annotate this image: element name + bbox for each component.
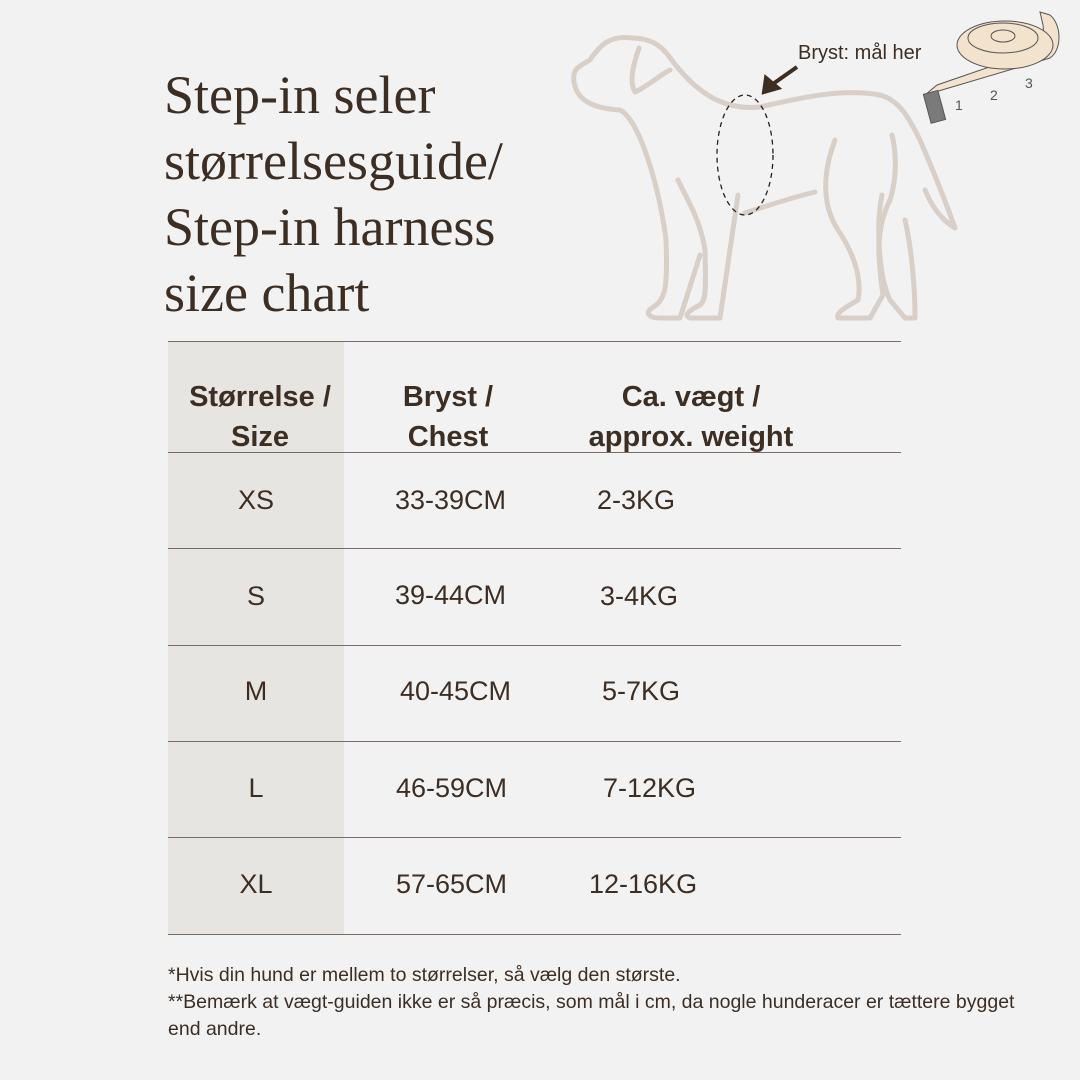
chest-callout-label: Bryst: mål her bbox=[798, 42, 922, 64]
size-cell: XL bbox=[239, 869, 273, 899]
arrow-icon bbox=[761, 65, 799, 95]
measuring-tape-icon: 1 2 3 bbox=[922, 11, 1060, 124]
chest-measure-ellipse bbox=[716, 94, 774, 216]
chest-cell: 33-39CM bbox=[395, 485, 507, 515]
divider bbox=[168, 341, 901, 342]
size-cell: M bbox=[244, 676, 268, 706]
divider bbox=[168, 741, 901, 742]
divider bbox=[168, 645, 901, 646]
chest-cell: 39-44CM bbox=[395, 580, 507, 610]
footnote-2: **Bemærk at vægt-guiden ikke er så præci… bbox=[168, 991, 1015, 1040]
size-cell: S bbox=[246, 581, 265, 611]
svg-text:2: 2 bbox=[990, 87, 998, 103]
divider bbox=[168, 452, 901, 453]
dog-illustration: 1 2 3 bbox=[571, 11, 1060, 321]
divider bbox=[168, 934, 901, 935]
weight-cell: 12-16KG bbox=[589, 869, 698, 899]
footnotes: *Hvis din hund er mellem to størrelser, … bbox=[168, 962, 1028, 1043]
weight-cell: 2-3KG bbox=[597, 485, 676, 515]
divider bbox=[168, 837, 901, 838]
header-chest: Bryst / Chest bbox=[402, 381, 494, 453]
page-title: Step-in seler størrelsesguide/ Step-in h… bbox=[164, 65, 503, 323]
weight-cell: 7-12KG bbox=[603, 773, 697, 803]
header-weight: Ca. vægt / approx. weight bbox=[588, 381, 794, 453]
header-size: Størrelse / Size bbox=[189, 381, 331, 453]
size-cell: L bbox=[248, 773, 264, 803]
size-cell: XS bbox=[237, 485, 275, 515]
svg-text:3: 3 bbox=[1025, 75, 1033, 91]
svg-text:1: 1 bbox=[955, 97, 963, 113]
size-column-background bbox=[168, 342, 344, 934]
dog-outline-icon bbox=[571, 34, 958, 321]
divider bbox=[168, 548, 901, 549]
chest-cell: 57-65CM bbox=[396, 869, 508, 899]
chest-cell: 40-45CM bbox=[400, 676, 512, 706]
weight-cell: 3-4KG bbox=[600, 581, 679, 611]
chest-cell: 46-59CM bbox=[396, 773, 508, 803]
footnote-1: *Hvis din hund er mellem to størrelser, … bbox=[168, 964, 681, 986]
weight-cell: 5-7KG bbox=[602, 676, 681, 706]
